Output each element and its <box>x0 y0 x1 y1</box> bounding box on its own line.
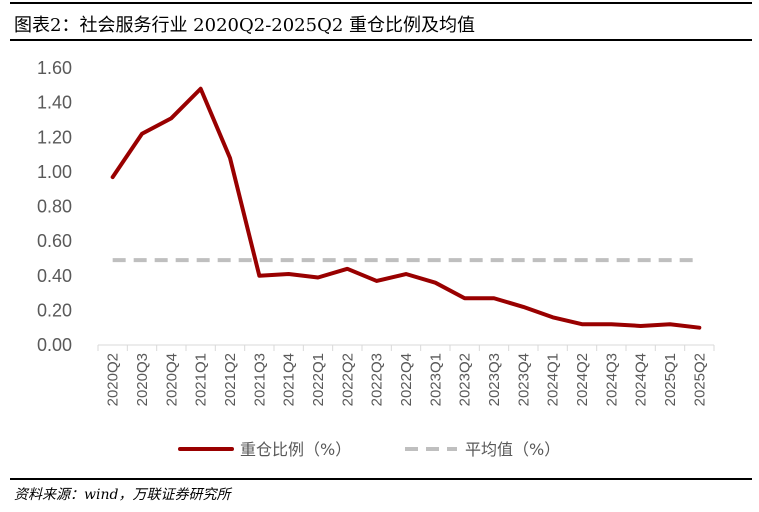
x-tick-label: 2021Q1 <box>193 353 210 406</box>
x-tick-label: 2020Q2 <box>105 353 122 406</box>
legend: 重仓比例（%） 平均值（%） <box>178 440 560 459</box>
title-rule <box>10 39 752 41</box>
chart-title: 图表2：社会服务行业 2020Q2-2025Q2 重仓比例及均值 <box>14 15 476 36</box>
x-tick-label: 2024Q2 <box>574 353 591 406</box>
legend-label-average: 平均值（%） <box>465 440 560 459</box>
top-rule <box>10 2 752 4</box>
source-note: 资料来源：wind，万联证券研究所 <box>14 487 231 503</box>
x-tick-label: 2025Q1 <box>662 353 679 406</box>
y-tick-label: 0.40 <box>37 266 72 286</box>
x-tick-label: 2021Q3 <box>251 353 268 406</box>
x-tick-label: 2020Q3 <box>134 353 151 406</box>
x-tick-label: 2021Q4 <box>281 353 298 406</box>
y-tick-label: 1.00 <box>37 162 72 182</box>
x-tick-label: 2023Q1 <box>427 353 444 406</box>
x-tick-label: 2023Q3 <box>486 353 503 406</box>
bottom-rule <box>10 478 752 480</box>
x-tick-label: 2022Q2 <box>339 353 356 406</box>
y-tick-label: 0.80 <box>37 197 72 217</box>
y-tick-label: 1.20 <box>37 127 72 147</box>
y-tick-label: 0.00 <box>37 335 72 355</box>
x-tick-label: 2023Q4 <box>515 353 532 406</box>
series-layer <box>110 86 702 330</box>
x-tick-label: 2024Q4 <box>633 353 650 406</box>
x-axis: 2020Q2 2020Q3 2020Q4 2021Q1 2021Q2 2021Q3 2021… <box>97 344 715 406</box>
legend-label-holding-ratio: 重仓比例（%） <box>240 440 351 459</box>
x-tick-label: 2023Q2 <box>457 353 474 406</box>
x-tick-label: 2024Q3 <box>603 353 620 406</box>
x-tick-label: 2025Q2 <box>691 353 708 406</box>
y-tick-label: 0.20 <box>37 300 72 320</box>
x-tick-label: 2022Q1 <box>310 353 327 406</box>
y-tick-label: 1.40 <box>37 93 72 113</box>
x-tick-label: 2022Q4 <box>398 353 415 406</box>
x-tick-label: 2020Q4 <box>163 353 180 406</box>
y-axis-ticks: 0.00 0.20 0.40 0.60 0.80 1.00 1.20 1.40 1.60 <box>37 58 72 355</box>
holding-ratio-line <box>110 86 702 330</box>
y-tick-label: 0.60 <box>37 231 72 251</box>
x-tick-label: 2024Q1 <box>545 353 562 406</box>
x-tick-label: 2021Q2 <box>222 353 239 406</box>
y-tick-label: 1.60 <box>37 58 72 78</box>
x-tick-label: 2022Q3 <box>369 353 386 406</box>
